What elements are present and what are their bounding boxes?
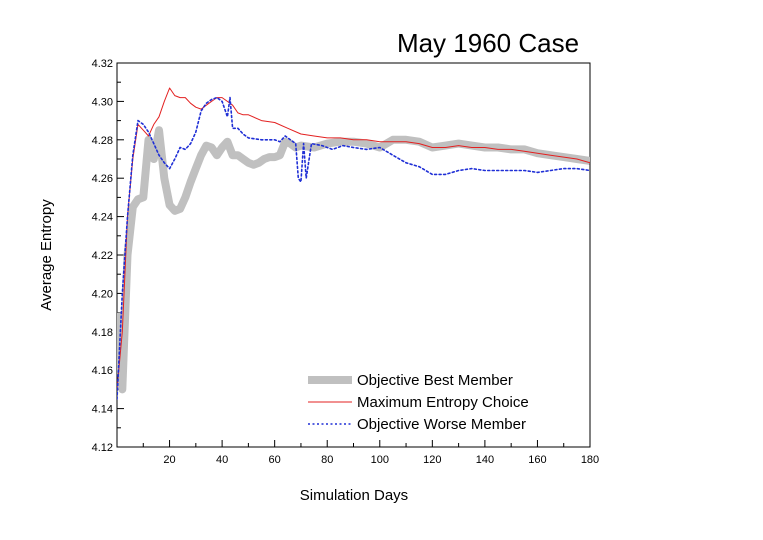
y-tick-label: 4.12 (92, 442, 113, 454)
x-tick-label: 60 (269, 454, 281, 466)
series-layer (117, 87, 590, 400)
series-line-objective-best-member (117, 126, 590, 394)
x-tick-label: 40 (216, 454, 228, 466)
x-axis-ticks: 20 40 60 80 100 120 140 160 180 (142, 440, 599, 466)
y-tick-label: 4.16 (92, 365, 113, 377)
y-tick-label: 4.26 (92, 173, 113, 185)
legend-label: Objective Best Member (357, 372, 513, 389)
x-tick-label: 140 (476, 454, 494, 466)
x-tick-label: 20 (163, 454, 175, 466)
y-axis-label: Average Entropy (38, 199, 55, 311)
y-tick-label: 4.28 (92, 135, 113, 147)
y-tick-label: 4.14 (92, 404, 113, 416)
legend: Objective Best Member Maximum Entropy Cho… (308, 372, 529, 433)
plot-frame (116, 62, 591, 448)
y-tick-label: 4.30 (92, 96, 113, 108)
y-tick-label: 4.32 (92, 58, 113, 70)
legend-label: Objective Worse Member (357, 416, 526, 433)
series-line-maximum-entropy-choice (117, 87, 590, 390)
x-tick-label: 160 (528, 454, 546, 466)
x-tick-label: 180 (581, 454, 599, 466)
series-line-objective-worse-member (117, 96, 590, 400)
chart-title: May 1960 Case (397, 28, 579, 58)
y-tick-label: 4.24 (92, 212, 113, 224)
y-tick-label: 4.20 (92, 288, 113, 300)
legend-label: Maximum Entropy Choice (357, 394, 529, 411)
x-tick-label: 100 (371, 454, 389, 466)
x-tick-label: 120 (423, 454, 441, 466)
y-axis-ticks: 4.12 4.14 4.16 4.18 4.20 4.22 4.24 4.26 4.28 4.30… (92, 58, 124, 454)
y-tick-label: 4.22 (92, 250, 113, 262)
x-axis-label: Simulation Days (300, 487, 408, 504)
x-tick-label: 80 (321, 454, 333, 466)
y-tick-label: 4.18 (92, 327, 113, 339)
